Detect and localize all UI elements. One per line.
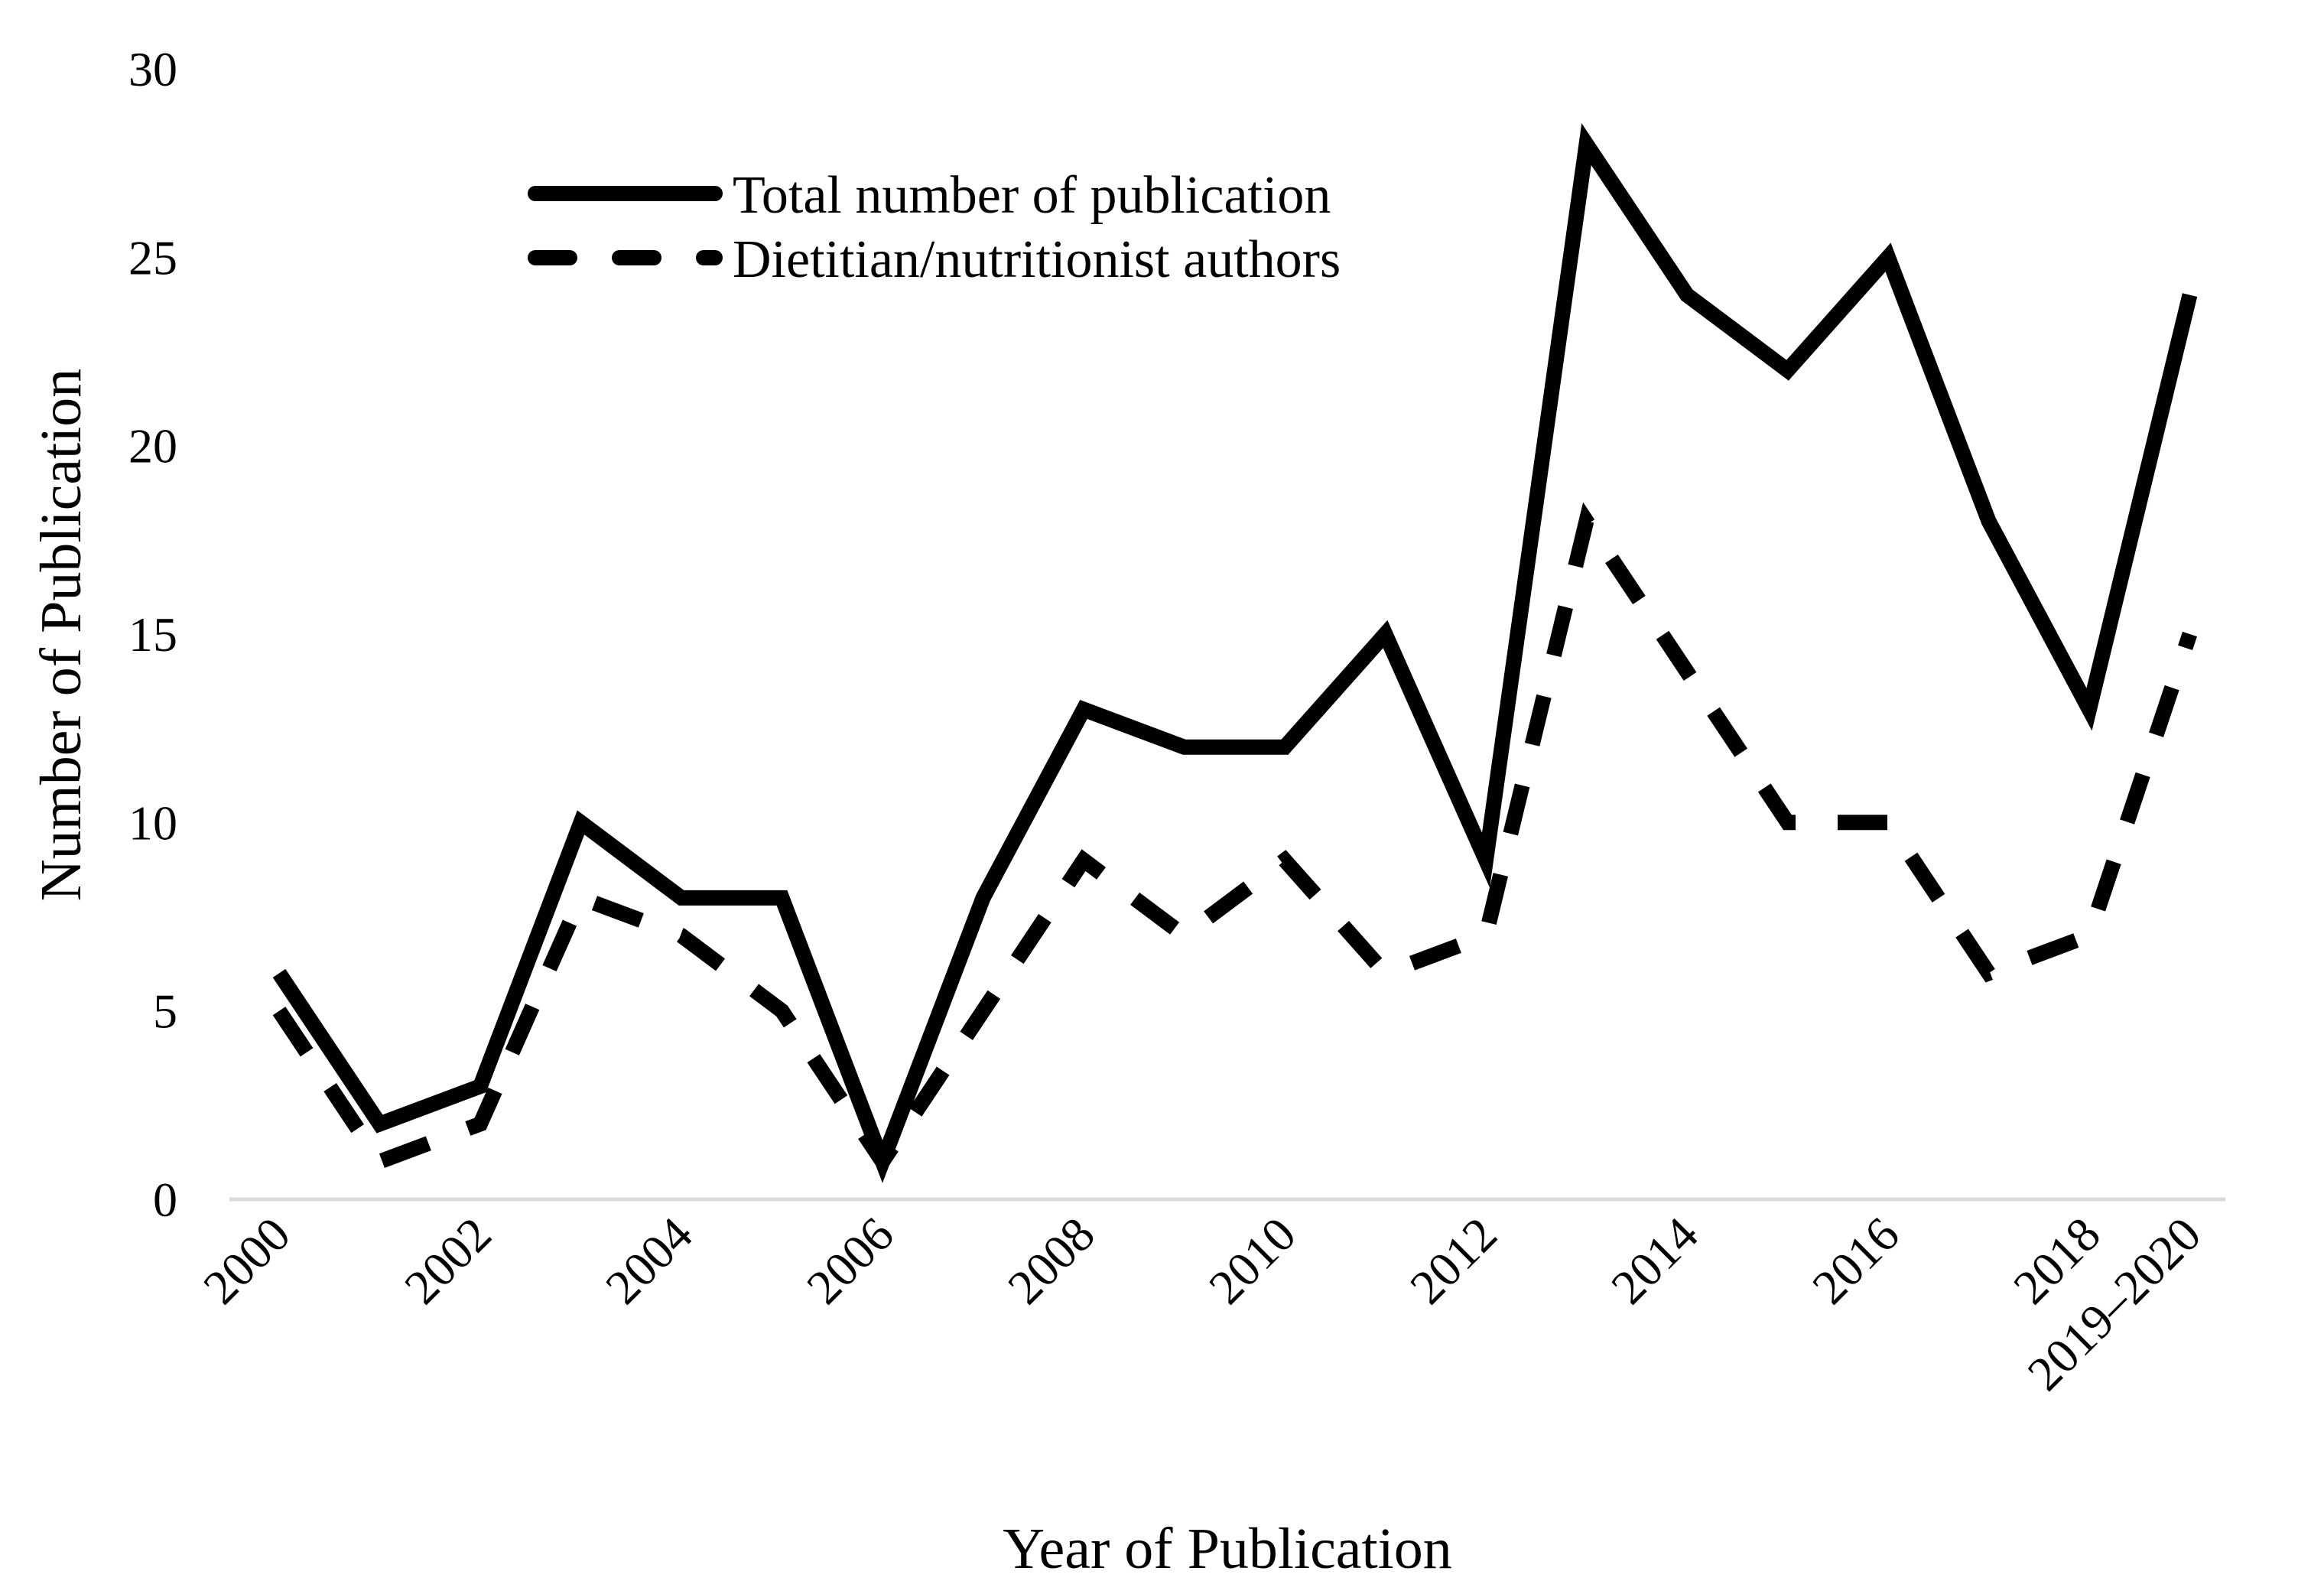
x-tick-label: 2004 [595,1207,703,1315]
x-tick-label: 2008 [997,1207,1105,1315]
y-tick-label: 10 [128,795,177,850]
y-tick-label: 5 [153,984,177,1039]
y-tick-label: 20 [128,419,177,473]
x-tick-label: 2000 [193,1207,301,1315]
y-tick-label: 0 [153,1173,177,1227]
x-tick-label: 2006 [796,1207,904,1315]
x-axis-tick-labels: 2000 2002 2004 2006 2008 2010 2012 2014 2016 2018… [193,1207,2211,1401]
legend-label-dietitian: Dietitian/nutritionist authors [733,230,1341,289]
x-axis-title: Year of Publication [1003,1517,1452,1581]
y-tick-label: 15 [128,607,177,662]
x-tick-label: 2012 [1399,1207,1507,1315]
y-tick-label: 30 [128,42,177,96]
x-tick-label: 2010 [1198,1207,1306,1315]
legend: Total number of publication Dietitian/nu… [528,166,1341,289]
x-tick-label: 2014 [1601,1207,1708,1315]
y-tick-label: 25 [128,230,177,285]
series-line-dietitian [272,502,2197,1176]
series-lines [272,123,2198,1183]
legend-label-total: Total number of publication [733,166,1331,225]
series-line-total [272,123,2198,1183]
y-axis-title: Number of Publication [29,369,93,902]
x-tick-label: 2016 [1802,1207,1910,1315]
y-axis-tick-labels: 0 5 10 15 20 25 30 [128,42,177,1227]
x-tick-label: 2002 [394,1207,502,1315]
